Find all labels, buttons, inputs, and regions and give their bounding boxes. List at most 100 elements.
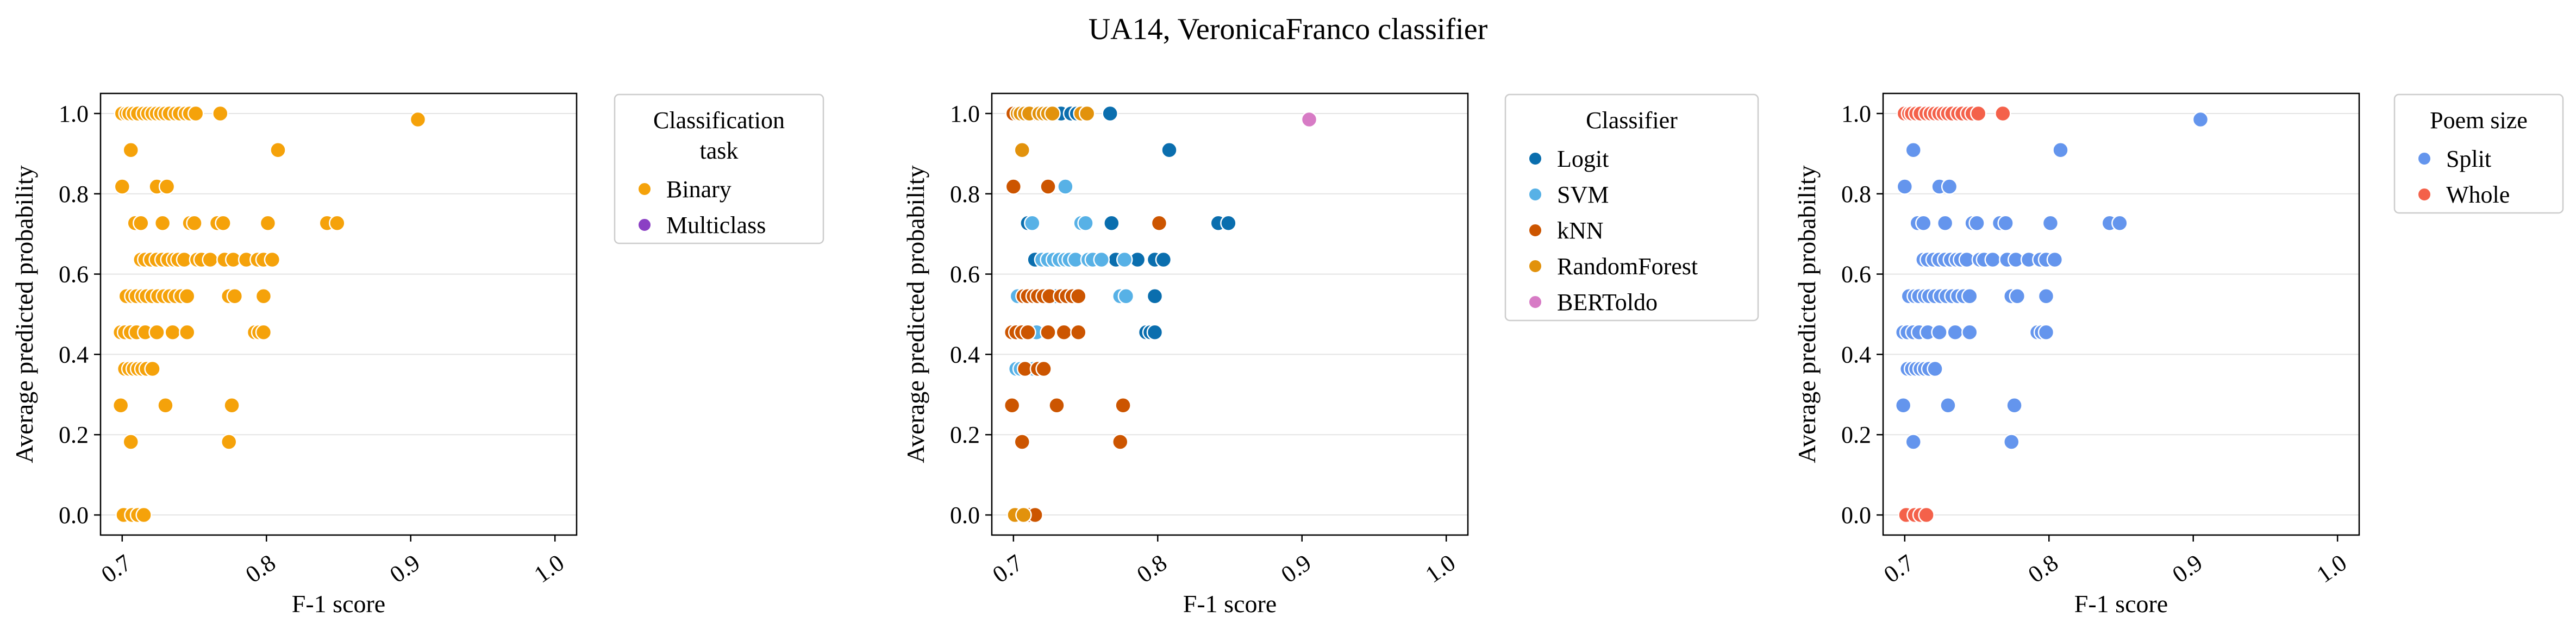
point-split	[1968, 215, 1985, 231]
y-axis-label: Average predicted probability	[902, 165, 929, 463]
x-tick-label: 0.7	[96, 549, 136, 588]
y-tick-label: 0.0	[1841, 502, 1871, 529]
legend-label: Binary	[666, 176, 731, 203]
point-knn	[1040, 178, 1056, 195]
chart-panel-1: 0.0 0.2 0.4 0.6 0.8 1.0 0.7 0.8 0.9 1.0 F-1 score A…	[10, 92, 824, 618]
y-tick-label: 0.2	[59, 422, 89, 448]
point-knn	[1070, 324, 1087, 341]
point-split	[1905, 141, 1922, 159]
point-split	[1895, 397, 1912, 414]
point-binary	[112, 397, 129, 414]
point-binary	[144, 360, 161, 378]
point-split	[1940, 397, 1956, 414]
scatter-points	[1003, 105, 1318, 524]
point-binary	[186, 215, 203, 231]
point-split	[1927, 360, 1943, 378]
figure-title: UA14, VeronicaFranco classifier	[1088, 12, 1488, 46]
point-randomforest	[1014, 141, 1030, 159]
y-tick-label: 0.0	[59, 502, 89, 529]
x-axis-label: F-1 score	[292, 590, 385, 618]
y-tick-label: 0.8	[1841, 181, 1871, 208]
y-tick-label: 0.6	[59, 261, 89, 288]
x-tick-label: 1.0	[529, 549, 569, 588]
legend-box	[2393, 93, 2564, 214]
point-split	[1997, 215, 2014, 231]
point-binary	[202, 251, 218, 268]
point-randomforest	[1078, 105, 1096, 122]
legend-marker	[1528, 187, 1542, 202]
legend: Poem size Split Whole	[2393, 93, 2564, 214]
point-binary	[329, 215, 346, 231]
point-logit	[1103, 215, 1120, 231]
y-tick-label: 0.4	[950, 341, 980, 368]
chart-panel-3: 0.0 0.2 0.4 0.6 0.8 1.0 0.7 0.8 0.9 1.0 F-1 score A…	[1793, 92, 2564, 618]
y-tick-label: 0.2	[1841, 422, 1871, 448]
legend-title: Classifier	[1586, 107, 1678, 134]
y-axis-label: Average predicted probability	[1793, 165, 1821, 463]
point-binary	[135, 506, 152, 524]
y-tick-label: 0.4	[1841, 341, 1871, 368]
point-binary	[226, 287, 243, 305]
legend-label: Logit	[1557, 146, 1609, 172]
point-svm	[1077, 215, 1094, 231]
point-knn	[1020, 324, 1036, 341]
y-tick-label: 0.8	[59, 181, 89, 208]
point-binary	[122, 433, 139, 450]
legend-label: Multiclass	[666, 212, 766, 238]
point-randomforest	[1015, 506, 1032, 524]
axes-frame	[99, 92, 578, 536]
point-whole	[1994, 105, 2011, 122]
legend-label: SVM	[1557, 181, 1609, 208]
point-split	[1931, 324, 1948, 341]
point-knn	[1112, 433, 1129, 450]
point-logit	[1161, 141, 1178, 159]
legend-box	[614, 93, 824, 244]
legend-title: Poem size	[2430, 107, 2528, 134]
point-binary	[264, 251, 281, 268]
point-split	[1905, 433, 1922, 450]
point-binary	[179, 324, 196, 341]
x-axis-label: F-1 score	[1183, 590, 1277, 618]
point-svm	[1057, 178, 1074, 195]
legend-marker	[2417, 152, 2431, 166]
point-split	[2006, 397, 2023, 414]
legend: Classifier Logit SVM kNN RandomForest BERTold…	[1504, 93, 1759, 322]
axes-frame	[1882, 92, 2360, 536]
point-logit	[1155, 251, 1172, 268]
point-whole	[1969, 105, 1987, 122]
point-binary	[157, 397, 174, 414]
point-knn	[1014, 433, 1030, 450]
y-tick-label: 0.6	[950, 261, 980, 288]
point-split	[2042, 215, 2059, 231]
x-tick-label: 0.9	[1276, 549, 1316, 588]
y-tick-label: 1.0	[1841, 100, 1871, 127]
point-knn	[1003, 397, 1021, 414]
point-knn	[1035, 360, 1052, 378]
point-split	[1936, 215, 1954, 231]
legend-marker	[2417, 187, 2431, 202]
x-tick-label: 1.0	[1421, 549, 1460, 588]
point-knn	[1040, 324, 1056, 341]
point-binary	[158, 178, 176, 195]
point-binary	[409, 111, 427, 128]
point-svm	[1093, 251, 1110, 268]
legend-title: Classification	[653, 107, 785, 134]
legend-label: Split	[2446, 146, 2491, 172]
legend-marker	[1528, 259, 1542, 273]
x-tick-label: 0.8	[2023, 549, 2063, 588]
point-logit	[1102, 105, 1118, 122]
y-tick-label: 1.0	[950, 100, 980, 127]
point-svm	[1117, 287, 1135, 305]
legend-label: BERToldo	[1557, 289, 1658, 316]
y-tick-label: 0.8	[950, 181, 980, 208]
point-knn	[1048, 397, 1065, 414]
point-binary	[212, 105, 229, 122]
point-binary	[255, 287, 272, 305]
point-split	[1947, 324, 1964, 341]
point-binary	[187, 105, 204, 122]
chart-panel-2: 0.0 0.2 0.4 0.6 0.8 1.0 0.7 0.8 0.9 1.0 F-1 score A…	[902, 92, 1759, 618]
point-binary	[223, 397, 240, 414]
point-split	[2037, 287, 2055, 305]
point-whole	[1918, 506, 1935, 524]
